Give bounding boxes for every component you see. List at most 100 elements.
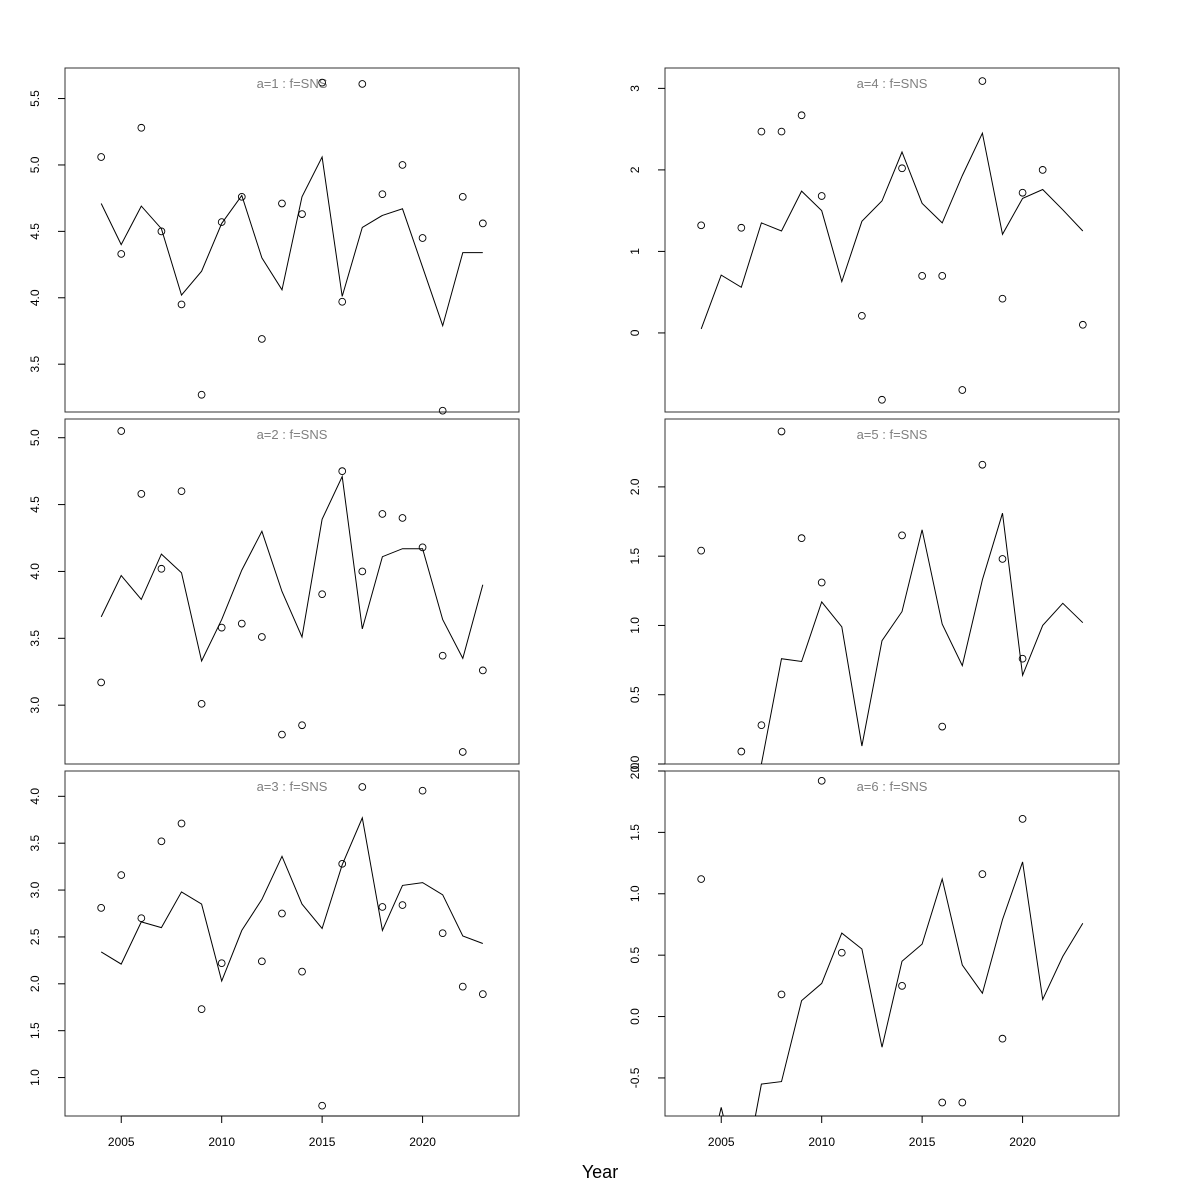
data-point xyxy=(697,546,706,555)
data-point xyxy=(97,678,106,687)
data-point xyxy=(117,427,126,435)
x-tick-label: 2020 xyxy=(409,1135,436,1149)
panel-frame xyxy=(64,418,520,765)
series-line xyxy=(760,513,1084,764)
data-point xyxy=(837,948,846,957)
series-line xyxy=(100,816,483,983)
data-point xyxy=(137,914,146,923)
data-point xyxy=(757,721,766,730)
y-tick-label: 1.5 xyxy=(28,1022,42,1039)
data-point xyxy=(978,77,987,85)
data-point xyxy=(177,300,186,309)
data-point xyxy=(318,590,326,599)
data-point xyxy=(898,164,906,173)
data-point xyxy=(117,871,126,879)
data-point xyxy=(157,227,166,236)
data-point xyxy=(1018,188,1027,197)
data-point xyxy=(418,234,427,242)
data-point xyxy=(958,1098,967,1107)
panel-frame xyxy=(64,770,520,1117)
data-point xyxy=(858,311,866,320)
data-point xyxy=(378,510,387,518)
data-point xyxy=(338,859,347,868)
data-point xyxy=(438,929,447,938)
data-point xyxy=(817,776,826,785)
y-tick-label: 2.5 xyxy=(28,928,42,945)
y-tick-label: 4.0 xyxy=(28,563,42,580)
y-tick-label: 0.0 xyxy=(628,1008,642,1025)
data-point xyxy=(318,1101,326,1110)
x-axis-label: Year xyxy=(582,1162,618,1182)
panel-frame xyxy=(64,67,520,413)
y-tick-label: 3.0 xyxy=(28,696,42,713)
data-point xyxy=(137,123,146,132)
data-point xyxy=(478,666,487,675)
data-point xyxy=(777,427,786,436)
data-point xyxy=(737,747,746,756)
data-point xyxy=(458,982,467,991)
y-tick-label: 1.0 xyxy=(28,1069,42,1086)
y-tick-label: 0.5 xyxy=(628,946,642,963)
data-point xyxy=(278,909,286,918)
data-point xyxy=(197,390,206,399)
data-point xyxy=(97,153,106,161)
data-point xyxy=(378,903,387,911)
data-point xyxy=(918,272,926,280)
data-point xyxy=(258,957,266,966)
data-point xyxy=(1018,815,1027,823)
data-point xyxy=(217,959,226,968)
data-point xyxy=(237,619,246,628)
data-point xyxy=(418,543,427,552)
data-point xyxy=(898,982,906,990)
data-point xyxy=(797,534,806,543)
panel-title: a=3 : f=SNS xyxy=(257,779,328,794)
panel-1: a=1 : f=SNS 3.5 4.0 4.5 5.0 5.5 xyxy=(28,67,520,415)
data-point xyxy=(237,192,246,201)
data-point xyxy=(737,223,746,232)
data-point xyxy=(197,699,206,708)
data-point xyxy=(298,721,306,730)
data-point xyxy=(697,221,706,230)
y-tick-label: 2.0 xyxy=(628,762,642,779)
panel-title: a=1 : f=SNS xyxy=(257,76,328,91)
data-point xyxy=(117,250,126,258)
y-tick-label: 3 xyxy=(628,85,642,92)
data-point xyxy=(217,218,226,226)
x-tick-label: 2005 xyxy=(108,1135,135,1149)
data-point xyxy=(478,990,487,998)
data-point xyxy=(258,335,266,343)
data-point xyxy=(458,192,467,201)
y-tick-label: -0.5 xyxy=(628,1067,642,1088)
data-point xyxy=(438,651,447,660)
y-tick-label: 4.5 xyxy=(28,496,42,513)
data-point xyxy=(898,531,906,540)
series-line xyxy=(718,861,1084,1116)
data-point xyxy=(817,578,826,587)
data-point xyxy=(478,219,487,228)
panels: a=1 : f=SNS 3.5 4.0 4.5 5.0 5.5 a=4 : f=SNS 0 1 2… xyxy=(28,67,1120,1149)
panel-title: a=2 : f=SNS xyxy=(257,427,328,442)
x-tick-label: 2015 xyxy=(309,1135,336,1149)
data-point xyxy=(318,78,326,87)
data-point xyxy=(338,297,347,306)
data-point xyxy=(938,272,947,280)
panel-title: a=4 : f=SNS xyxy=(857,76,928,91)
panel-3: a=2 : f=SNS 3.0 3.5 4.0 4.5 5.0 xyxy=(28,418,520,765)
y-tick-label: 4.0 xyxy=(28,289,42,306)
data-point xyxy=(358,80,367,88)
data-point xyxy=(1078,320,1087,329)
data-point xyxy=(157,564,166,573)
data-point xyxy=(157,837,166,846)
data-point xyxy=(458,748,467,756)
data-point xyxy=(1038,166,1047,174)
data-point xyxy=(217,623,226,632)
data-point xyxy=(998,555,1007,563)
data-point xyxy=(878,395,886,404)
data-point xyxy=(278,199,286,208)
data-point xyxy=(797,111,806,120)
y-tick-label: 1.5 xyxy=(628,824,642,841)
panel-4: a=5 : f=SNS 0.0 0.5 1.0 1.5 2.0 xyxy=(628,418,1120,772)
y-tick-label: 2.0 xyxy=(28,975,42,992)
y-tick-label: 5.5 xyxy=(28,90,42,107)
